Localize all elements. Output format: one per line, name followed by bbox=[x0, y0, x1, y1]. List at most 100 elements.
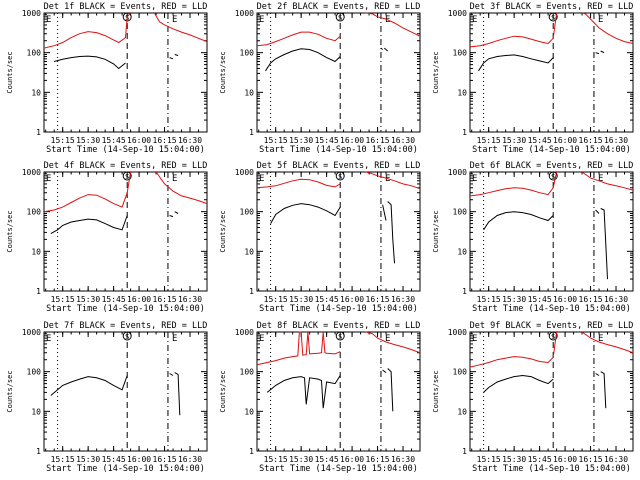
y-tick-label: 1000 bbox=[235, 168, 254, 177]
x-tick-label: 16:15 bbox=[366, 295, 390, 304]
x-tick-label: 16:30 bbox=[178, 136, 202, 145]
x-tick-label: 15:45 bbox=[102, 295, 126, 304]
y-tick-label: 1000 bbox=[22, 168, 41, 177]
x-axis-label: Start Time (14-Sep-10 15:04:00) bbox=[46, 145, 205, 155]
events-series-line bbox=[265, 48, 341, 72]
marker-mid-circle bbox=[548, 331, 558, 341]
chart-panel-8: Det 8f BLACK = Events, RED = LLD 1 10 100 10… bbox=[219, 321, 421, 474]
x-tick-label: 15:30 bbox=[502, 455, 526, 464]
x-tick-label: 16:15 bbox=[579, 455, 603, 464]
lld-series-line bbox=[581, 12, 634, 44]
lld-series-line bbox=[256, 178, 341, 189]
y-tick-label: 10 bbox=[244, 407, 254, 416]
y-axis-label: Counts/sec bbox=[6, 51, 14, 93]
x-tick-label: 15:45 bbox=[102, 455, 126, 464]
lld-series-line bbox=[365, 331, 421, 354]
marker-mid-circle bbox=[122, 171, 132, 181]
events-series-line bbox=[266, 375, 341, 409]
chart-panel-9: Det 9f BLACK = Events, RED = LLD 1 10 100 10… bbox=[432, 321, 634, 474]
marker-start: E bbox=[259, 15, 264, 25]
x-tick-label: 16:30 bbox=[604, 295, 628, 304]
x-tick-label: 15:45 bbox=[315, 455, 339, 464]
x-axis-label: Start Time (14-Sep-10 15:04:00) bbox=[472, 304, 631, 314]
y-tick-label: 100 bbox=[240, 368, 255, 377]
y-tick-label: 1 bbox=[249, 287, 254, 296]
x-tick-label: 16:30 bbox=[178, 295, 202, 304]
chart-title: Det 6f BLACK = Events, RED = LLD bbox=[470, 161, 634, 171]
chart-title: Det 3f BLACK = Events, RED = LLD bbox=[470, 2, 634, 12]
x-tick-label: 16:30 bbox=[391, 455, 415, 464]
x-axis-label: Start Time (14-Sep-10 15:04:00) bbox=[259, 145, 418, 155]
x-tick-label: 16:00 bbox=[553, 455, 577, 464]
x-tick-label: 15:45 bbox=[315, 136, 339, 145]
marker-start: E bbox=[46, 15, 51, 25]
y-tick-label: 1 bbox=[249, 128, 254, 137]
x-tick-label: 16:15 bbox=[579, 295, 603, 304]
marker-start: E bbox=[472, 174, 477, 184]
marker-mid: S bbox=[551, 14, 555, 22]
x-tick-label: 15:15 bbox=[477, 455, 501, 464]
plot-frame bbox=[256, 12, 421, 133]
marker-mid-circle bbox=[335, 171, 345, 181]
y-tick-label: 10 bbox=[31, 88, 41, 97]
x-tick-label: 15:45 bbox=[528, 136, 552, 145]
x-tick-label: 15:15 bbox=[264, 136, 288, 145]
y-tick-label: 1000 bbox=[448, 168, 467, 177]
events-series-line bbox=[387, 201, 395, 264]
y-tick-label: 100 bbox=[240, 49, 255, 58]
chart-panel-1: Det 1f BLACK = Events, RED = LLD 1 10 100 10… bbox=[6, 2, 208, 155]
y-tick-label: 1 bbox=[462, 128, 467, 137]
y-tick-label: 10 bbox=[31, 407, 41, 416]
events-series-line bbox=[478, 54, 554, 72]
events-series-line bbox=[54, 55, 126, 70]
marker-mid: S bbox=[338, 173, 342, 181]
plot-frame bbox=[43, 331, 208, 452]
events-series-line bbox=[382, 369, 387, 373]
x-tick-label: 16:15 bbox=[153, 295, 177, 304]
x-tick-label: 15:15 bbox=[51, 455, 75, 464]
events-series-line bbox=[387, 368, 394, 412]
events-series-line bbox=[169, 57, 174, 60]
x-tick-label: 16:15 bbox=[579, 136, 603, 145]
chart-title: Det 5f BLACK = Events, RED = LLD bbox=[257, 161, 421, 171]
events-series-line bbox=[174, 211, 179, 214]
marker-mid-circle bbox=[548, 12, 558, 22]
x-tick-label: 16:00 bbox=[340, 136, 364, 145]
x-tick-label: 15:15 bbox=[51, 295, 75, 304]
x-tick-label: 16:30 bbox=[391, 295, 415, 304]
y-tick-label: 1 bbox=[36, 287, 41, 296]
y-tick-label: 1000 bbox=[22, 9, 41, 18]
x-tick-label: 16:15 bbox=[153, 136, 177, 145]
events-series-line bbox=[483, 374, 554, 393]
chart-title: Det 9f BLACK = Events, RED = LLD bbox=[470, 321, 634, 331]
chart-title: Det 7f BLACK = Events, RED = LLD bbox=[44, 321, 208, 331]
marker-mid-circle bbox=[548, 171, 558, 181]
y-tick-label: 100 bbox=[453, 368, 468, 377]
plot-frame bbox=[256, 331, 421, 452]
x-tick-label: 15:30 bbox=[502, 295, 526, 304]
lld-series-line bbox=[153, 12, 208, 43]
events-series-line bbox=[50, 375, 128, 396]
marker-end: E bbox=[172, 174, 177, 184]
marker-start: E bbox=[472, 334, 477, 344]
y-axis-label: Counts/sec bbox=[219, 51, 227, 93]
y-axis-label: Counts/sec bbox=[432, 51, 440, 93]
y-axis-label: Counts/sec bbox=[432, 210, 440, 252]
x-axis-label: Start Time (14-Sep-10 15:04:00) bbox=[259, 464, 418, 474]
marker-mid: S bbox=[551, 333, 555, 341]
marker-end: E bbox=[172, 15, 177, 25]
chart-panel-2: Det 2f BLACK = Events, RED = LLD 1 10 100 10… bbox=[219, 2, 421, 155]
y-tick-label: 100 bbox=[453, 49, 468, 58]
chart-title: Det 1f BLACK = Events, RED = LLD bbox=[44, 2, 208, 12]
lld-series-line bbox=[469, 171, 558, 197]
y-tick-label: 1 bbox=[36, 447, 41, 456]
y-tick-label: 10 bbox=[31, 247, 41, 256]
lld-series-line bbox=[365, 171, 421, 190]
x-tick-label: 16:30 bbox=[604, 455, 628, 464]
y-axis-label: Counts/sec bbox=[219, 370, 227, 412]
marker-mid: S bbox=[125, 333, 129, 341]
x-tick-label: 16:30 bbox=[178, 455, 202, 464]
events-series-line bbox=[270, 203, 341, 224]
lld-series-line bbox=[43, 12, 131, 49]
